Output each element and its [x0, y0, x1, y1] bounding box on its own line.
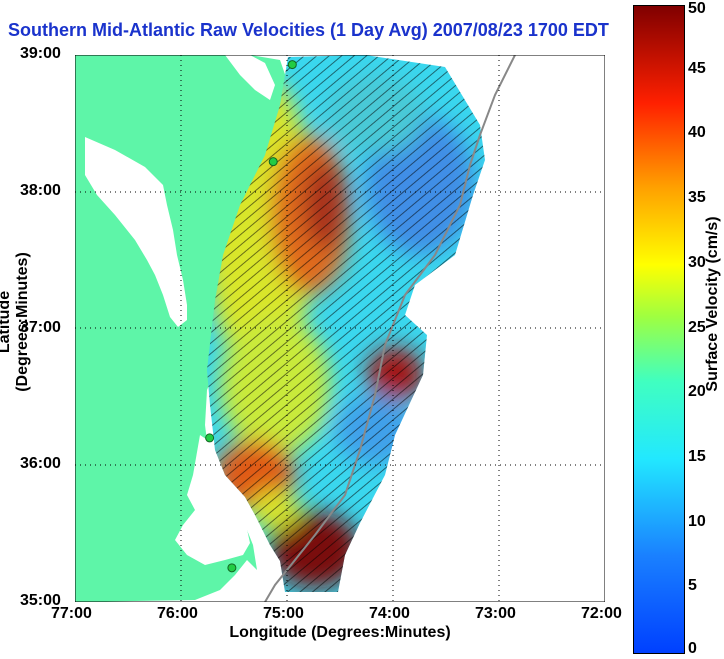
x-axis-label: Longitude (Degrees:Minutes)	[229, 624, 451, 641]
y-tick-label: 39:00	[20, 45, 61, 62]
pamlico-sound	[175, 435, 250, 565]
y-axis-label: Latitude (Degrees:Minutes)	[0, 252, 31, 392]
chesapeake-bay	[85, 137, 187, 327]
colorbar-tick-label: 40	[688, 124, 706, 142]
colorbar-tick-label: 30	[688, 253, 706, 271]
station-marker	[205, 433, 215, 443]
x-tick-label: 74:00	[369, 605, 410, 622]
station-marker	[287, 60, 297, 70]
bathymetry-contour	[264, 55, 516, 602]
x-tick-label: 77:00	[51, 605, 92, 622]
delaware-bay	[225, 55, 275, 100]
colorbar-tick-label: 50	[688, 0, 706, 17]
y-tick-label: 35:00	[20, 592, 61, 609]
colorbar-tick-label: 25	[688, 318, 706, 336]
map-grid	[75, 55, 605, 602]
y-tick-label: 37:00	[20, 318, 61, 336]
colorbar-tick-label: 20	[688, 383, 706, 401]
y-tick-label: 38:00	[20, 181, 61, 199]
colorbar-tick-label: 10	[688, 512, 706, 530]
colorbar-tick-label: 15	[688, 447, 706, 465]
colorbar-tick-label: 45	[688, 59, 706, 77]
station-markers	[205, 60, 297, 573]
colorbar-label: Surface Velocity (cm/s)	[704, 216, 721, 392]
colorbar-tick-label: 35	[688, 189, 706, 207]
y-tick-label: 36:00	[20, 455, 61, 473]
station-marker	[227, 563, 237, 573]
x-tick-label: 73:00	[475, 605, 516, 622]
colorbar	[633, 5, 685, 654]
station-marker	[268, 157, 278, 167]
map-title: Southern Mid-Atlantic Raw Velocities (1 …	[8, 20, 609, 40]
colorbar-tick-label: 5	[688, 577, 697, 595]
x-tick-label: 72:00	[581, 605, 622, 622]
colorbar-tick-label: 0	[688, 640, 697, 657]
x-tick-label: 76:00	[157, 605, 198, 622]
x-tick-label: 75:00	[263, 605, 304, 622]
map-plot	[75, 55, 605, 602]
